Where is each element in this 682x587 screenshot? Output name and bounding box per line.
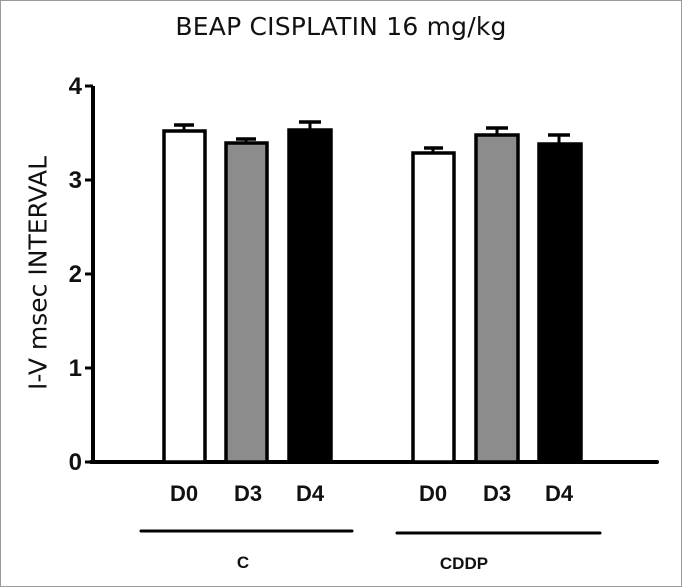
- group-label-c: C: [237, 553, 249, 572]
- bar-cddp-d3: [474, 133, 520, 464]
- bar-group-c: [162, 120, 333, 464]
- y-tick-label: 0: [69, 449, 82, 476]
- chart-title: BEAP CISPLATIN 16 mg/kg: [175, 12, 507, 41]
- bar-group-cddp: [411, 126, 583, 464]
- x-tick-label: D3: [234, 481, 262, 506]
- y-tick-label: 2: [69, 261, 82, 288]
- x-category-labels: D0 D3 D4 D0 D3 D4: [170, 481, 574, 506]
- bar-c-d0: [162, 129, 207, 464]
- x-tick-label: D0: [419, 481, 447, 506]
- y-tick-label: 3: [69, 167, 82, 194]
- x-tick-label: D4: [296, 481, 325, 506]
- bar-c-d4: [287, 128, 333, 464]
- x-tick-label: D0: [170, 481, 198, 506]
- bar-cddp-d0: [411, 151, 456, 464]
- x-tick-label: D3: [483, 481, 511, 506]
- y-tick-label: 1: [69, 355, 82, 382]
- bar-c-d3: [224, 141, 269, 464]
- y-ticks: 0 1 2 3 4: [69, 73, 93, 476]
- bar-cddp-d4: [537, 142, 583, 464]
- y-tick-label: 4: [69, 73, 83, 100]
- group-label-cddp: CDDP: [440, 554, 488, 573]
- x-tick-label: D4: [545, 481, 574, 506]
